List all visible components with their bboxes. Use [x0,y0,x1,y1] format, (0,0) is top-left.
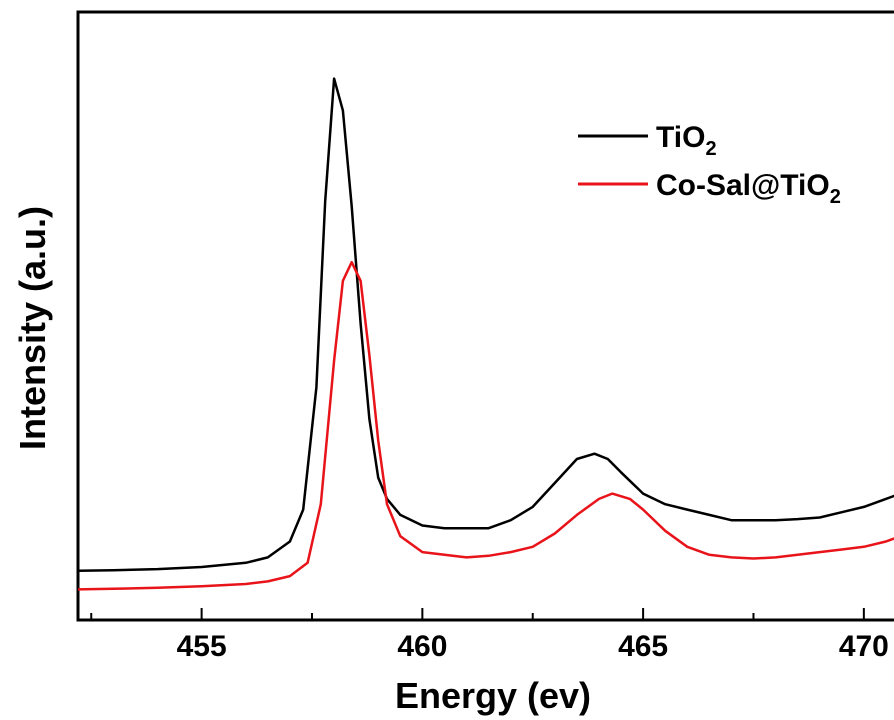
legend-label-main: Co-Sal@TiO [656,169,830,202]
legend-label: TiO2 [656,121,717,160]
legend-label-main: TiO [656,121,705,154]
y-axis-title: Intensity (a.u.) [12,206,53,450]
plot-frame [76,10,894,622]
series-line-tio2 [78,77,894,572]
legend-label-subscript: 2 [705,138,716,160]
legend-label-subscript: 2 [830,186,841,208]
x-tick-label: 465 [618,630,668,663]
x-tick-label: 470 [839,630,889,663]
x-axis-ticks: 455 460 465 470 [90,608,889,663]
series-line-co-sal-tio2 [78,260,894,591]
legend-label: Co-Sal@TiO2 [656,169,841,208]
x-tick-label: 460 [397,630,447,663]
x-axis-title: Energy (ev) [395,675,591,716]
series-layer [78,77,894,591]
x-tick-label: 455 [177,630,227,663]
